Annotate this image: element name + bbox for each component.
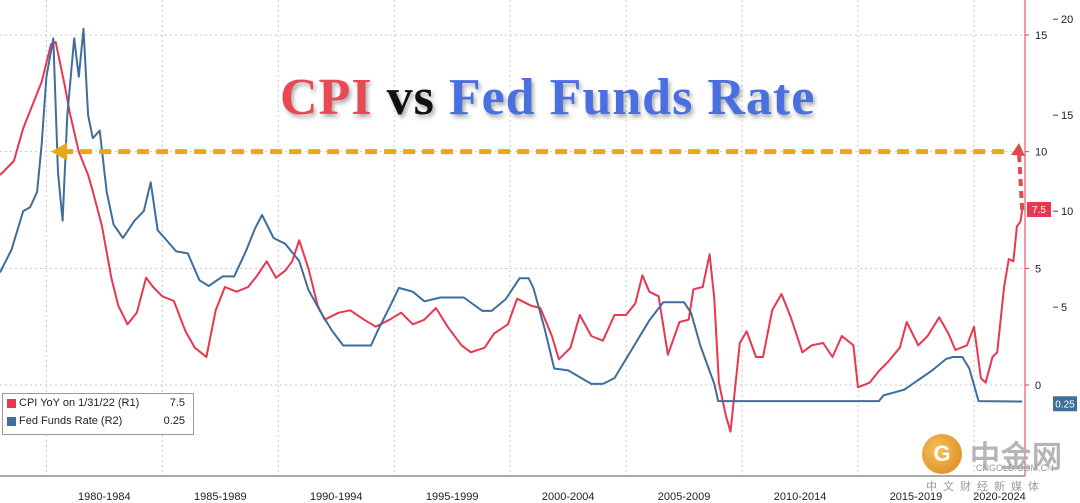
y-tick-label-r1: 0 bbox=[1035, 380, 1041, 392]
annotation-arrows bbox=[51, 142, 1025, 211]
watermark: G 中金网 CNGOLD.COM.CN 中文财经新媒体 bbox=[918, 430, 1078, 494]
legend-swatch-cpi bbox=[7, 399, 16, 408]
y-tick-label-r1: 10 bbox=[1035, 147, 1047, 159]
y-tick-label-r2: 10 bbox=[1061, 206, 1073, 218]
watermark-subtitle: 中文财经新媒体 bbox=[926, 481, 1045, 493]
grid-lines bbox=[0, 0, 1025, 476]
legend-swatch-fed bbox=[7, 417, 16, 426]
legend-value-fed: 0.25 bbox=[163, 415, 185, 427]
y-tick-label-r2: 20 bbox=[1061, 14, 1073, 26]
watermark-name: 中金网 bbox=[970, 441, 1063, 474]
title-cpi: CPI bbox=[280, 69, 373, 126]
legend: CPI YoY on 1/31/22 (R1) 7.5 Fed Funds Ra… bbox=[2, 393, 194, 435]
projection-arrow-head bbox=[1011, 143, 1025, 156]
legend-label-cpi: CPI YoY on 1/31/22 (R1) bbox=[19, 397, 140, 409]
x-tick-label: 1990-1994 bbox=[310, 491, 363, 503]
watermark-logo-icon: G bbox=[922, 434, 962, 474]
y-tick-label-r2: 15 bbox=[1061, 110, 1073, 122]
projection-arrow-line bbox=[1017, 152, 1025, 211]
title-fed: Fed Funds Rate bbox=[448, 69, 816, 126]
title-vs: vs bbox=[386, 69, 435, 126]
x-tick-label: 2010-2014 bbox=[774, 491, 827, 503]
legend-item-fed: Fed Funds Rate (R2) 0.25 bbox=[3, 412, 193, 430]
series-lines bbox=[0, 27, 1024, 433]
x-tick-label: 2005-2009 bbox=[658, 491, 711, 503]
watermark-url: CNGOLD.COM.CN bbox=[976, 463, 1054, 473]
x-tick-label: 2000-2004 bbox=[542, 491, 595, 503]
x-tick-label: 1980-1984 bbox=[78, 491, 131, 503]
x-tick-label: 2020-2024 bbox=[973, 491, 1026, 503]
x-tick-label: 1985-1989 bbox=[194, 491, 247, 503]
badge-fed-label: 0.25 bbox=[1055, 399, 1075, 410]
y-tick-label-r2: 5 bbox=[1061, 302, 1067, 314]
y-tick-label-r1: 5 bbox=[1035, 263, 1041, 275]
series-line-cpi bbox=[0, 41, 1024, 433]
chart-title: CPI vs Fed Funds Rate bbox=[280, 68, 815, 127]
dashed-arrow-head bbox=[51, 142, 68, 161]
badge-cpi bbox=[1027, 202, 1051, 217]
x-tick-label: 1995-1999 bbox=[426, 491, 479, 503]
legend-item-cpi: CPI YoY on 1/31/22 (R1) 7.5 bbox=[3, 394, 193, 412]
y-tick-label-r1: 15 bbox=[1035, 30, 1047, 42]
series-line-fed bbox=[0, 27, 1023, 403]
badge-fed bbox=[1053, 396, 1077, 412]
legend-label-fed: Fed Funds Rate (R2) bbox=[19, 415, 123, 427]
badge-cpi-label: 7.5 bbox=[1032, 205, 1046, 216]
x-tick-label: 2015-2019 bbox=[890, 491, 943, 503]
legend-value-cpi: 7.5 bbox=[169, 397, 185, 409]
